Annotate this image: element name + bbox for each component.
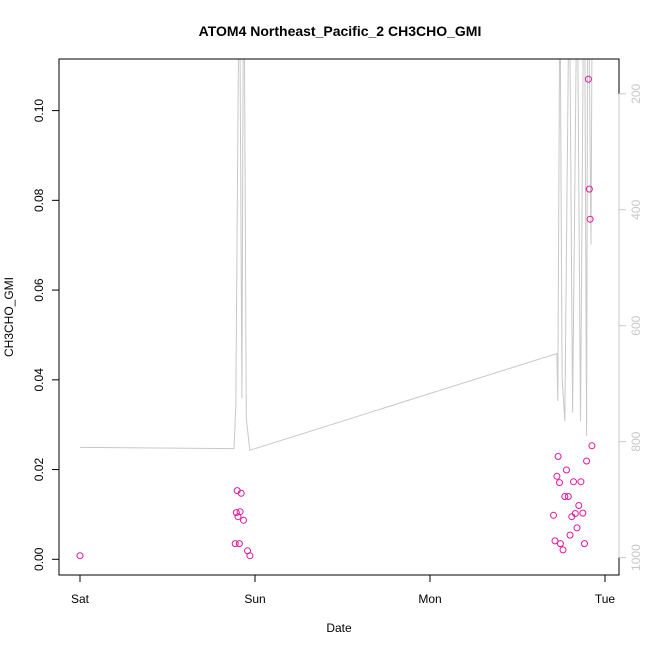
data-point — [561, 493, 569, 500]
y-tick-label: 0.00 — [32, 547, 46, 571]
data-point — [237, 489, 245, 497]
data-point — [571, 510, 579, 517]
data-point — [232, 509, 240, 517]
background-line — [79, 58, 593, 451]
data-point — [554, 453, 562, 460]
data-point — [579, 509, 587, 517]
data-point — [570, 478, 577, 486]
data-point — [581, 540, 588, 548]
data-point — [583, 457, 591, 465]
x-axis-label: Date — [326, 621, 352, 635]
right-axis-tick-label: 200 — [629, 83, 643, 103]
data-point — [236, 508, 244, 516]
y-tick-label: 0.10 — [32, 99, 46, 123]
right-axis-tick-label: 800 — [629, 431, 643, 451]
plot-frame — [58, 58, 620, 576]
y-tick-label: 0.04 — [32, 368, 46, 392]
background-line-layer — [79, 58, 593, 451]
data-point — [573, 524, 581, 532]
y-tick-label: 0.08 — [32, 188, 46, 212]
data-point — [577, 478, 585, 486]
y-tick-label: 0.06 — [32, 278, 46, 302]
x-tick-label: Sun — [244, 592, 265, 606]
data-point — [556, 479, 563, 487]
data-point — [231, 540, 239, 548]
x-tick-label: Mon — [418, 592, 441, 606]
right-axis-tick-label: 600 — [629, 315, 643, 335]
right-axis-tick-label: 1000 — [629, 544, 643, 571]
chart-title: ATOM4 Northeast_Pacific_2 CH3CHO_GMI — [199, 23, 482, 39]
data-point — [584, 75, 592, 83]
data-point — [76, 552, 84, 560]
data-point — [235, 540, 243, 548]
data-point — [559, 546, 567, 554]
y-tick-label: 0.02 — [32, 458, 46, 482]
data-point — [550, 511, 557, 519]
data-point — [553, 472, 561, 480]
x-tick-label: Tue — [595, 592, 616, 606]
x-tick-label: Sat — [71, 592, 90, 606]
data-point — [556, 540, 564, 548]
data-point — [588, 442, 596, 450]
axes-layer: Sat Sun Mon Tue 0.00 0.02 0.04 0.06 0.08 0.10 200 4… — [32, 83, 643, 606]
data-point — [585, 185, 593, 193]
data-point — [564, 493, 572, 500]
data-point — [586, 215, 594, 223]
right-axis-tick-label: 400 — [629, 199, 643, 219]
data-point — [551, 537, 559, 545]
points-layer — [76, 75, 596, 560]
data-point — [575, 502, 583, 509]
data-point — [240, 516, 247, 524]
data-point — [563, 466, 570, 474]
y-axis-label: CH3CHO_GMI — [2, 277, 16, 357]
data-point — [246, 552, 254, 560]
data-point — [566, 531, 574, 539]
